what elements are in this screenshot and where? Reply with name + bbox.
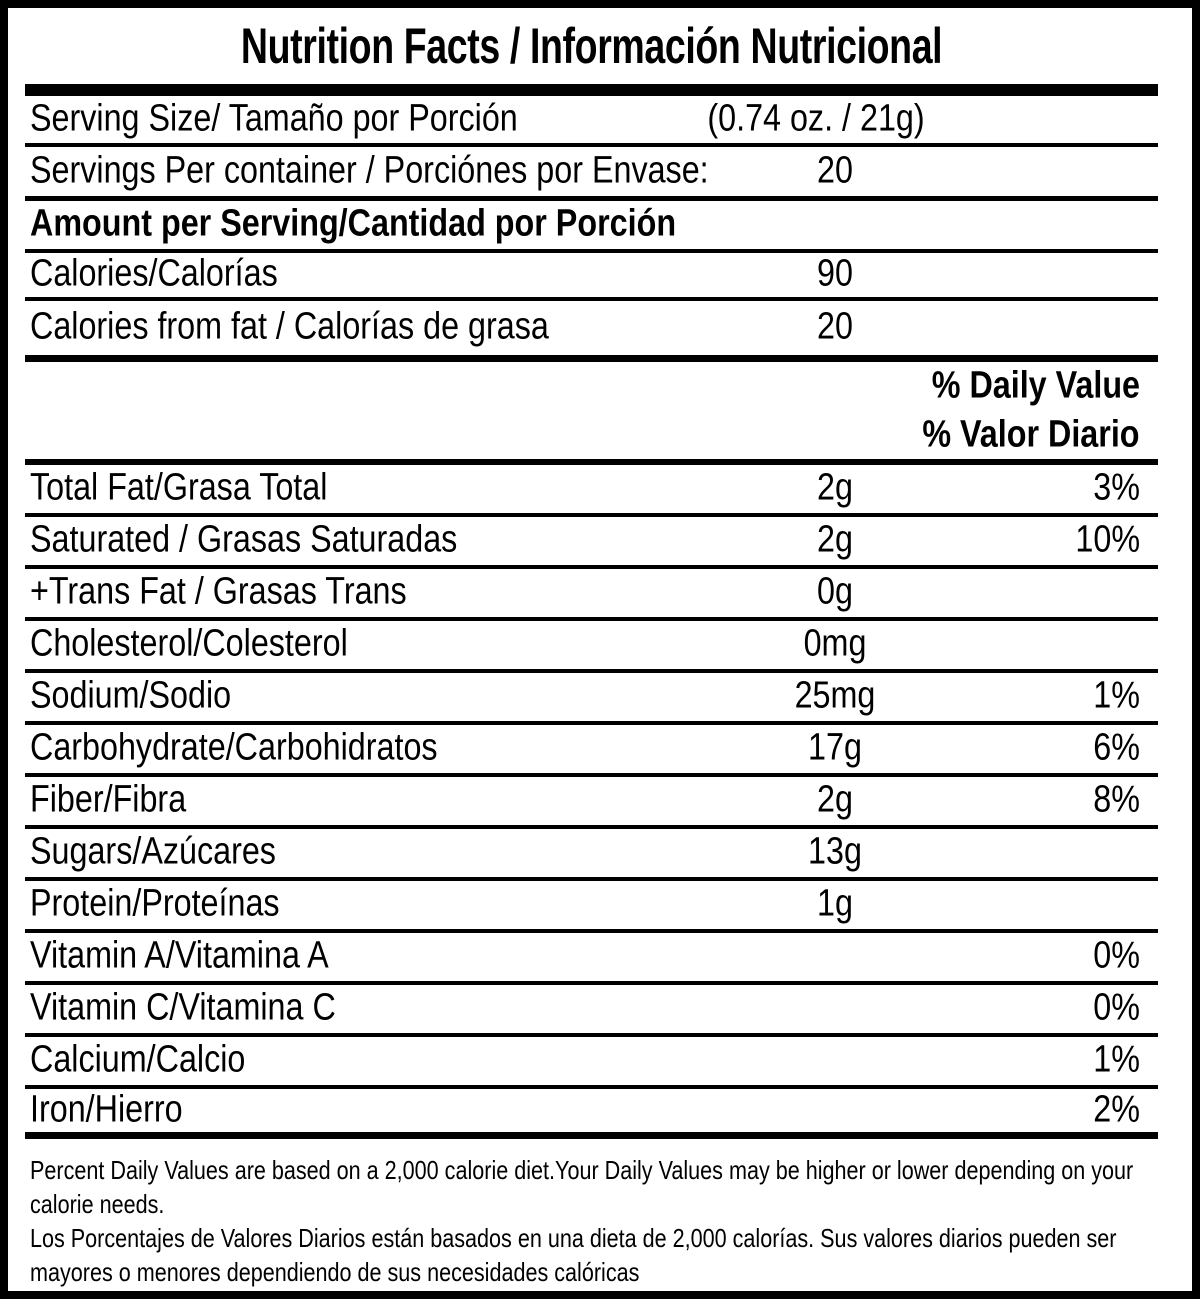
servings-per-container-value: 20 bbox=[817, 149, 853, 192]
row-saturated-fat: Saturated / Grasas Saturadas 2g 10% bbox=[25, 517, 1158, 569]
footnote-en-line2: calorie needs. bbox=[30, 1189, 165, 1219]
nutrient-amount: 2g bbox=[817, 466, 853, 509]
calories-from-fat-label: Calories from fat / Calorías de grasa bbox=[30, 305, 549, 348]
row-vitamin-c: Vitamin C/Vitamina C 0% bbox=[25, 985, 1158, 1037]
nutrient-label: +Trans Fat / Grasas Trans bbox=[30, 570, 407, 613]
nutrient-percent: 3% bbox=[1093, 466, 1140, 509]
label-title: Nutrition Facts / Información Nutriciona… bbox=[240, 18, 943, 74]
daily-value-heading-en: % Daily Value bbox=[931, 364, 1140, 407]
nutrient-percent: 1% bbox=[1093, 1038, 1140, 1081]
calories-from-fat-value: 20 bbox=[817, 305, 853, 348]
nutrient-amount: 2g bbox=[817, 778, 853, 821]
nutrient-percent: 1% bbox=[1093, 674, 1140, 717]
row-daily-value-heading-en: % Daily Value bbox=[25, 362, 1158, 412]
calories-label: Calories/Calorías bbox=[30, 252, 278, 295]
label-header: Nutrition Facts / Información Nutriciona… bbox=[25, 8, 1158, 84]
row-sugars: Sugars/Azúcares 13g bbox=[25, 829, 1158, 881]
nutrient-label: Protein/Proteínas bbox=[30, 882, 280, 925]
nutrient-label: Total Fat/Grasa Total bbox=[30, 466, 328, 509]
amount-per-serving-heading: Amount per Serving/Cantidad por Porción bbox=[30, 202, 677, 245]
row-sodium: Sodium/Sodio 25mg 1% bbox=[25, 673, 1158, 725]
nutrient-percent: 10% bbox=[1075, 518, 1140, 561]
servings-per-container-label: Servings Per container / Porciónes por E… bbox=[30, 149, 709, 192]
row-daily-value-heading-es: % Valor Diario bbox=[25, 412, 1158, 465]
row-carbohydrate: Carbohydrate/Carbohidratos 17g 6% bbox=[25, 725, 1158, 777]
row-iron: Iron/Hierro 2% bbox=[25, 1088, 1158, 1139]
nutrient-amount: 2g bbox=[817, 518, 853, 561]
nutrient-percent: 8% bbox=[1093, 778, 1140, 821]
serving-size-label: Serving Size/ Tamaño por Porción bbox=[30, 97, 518, 140]
nutrient-amount: 25mg bbox=[794, 674, 876, 717]
row-total-fat: Total Fat/Grasa Total 2g 3% bbox=[25, 465, 1158, 517]
label-content: Nutrition Facts / Información Nutriciona… bbox=[25, 8, 1158, 1289]
nutrient-label: Iron/Hierro bbox=[30, 1088, 183, 1131]
nutrient-label: Saturated / Grasas Saturadas bbox=[30, 518, 458, 561]
row-servings-per-container: Servings Per container / Porciónes por E… bbox=[25, 147, 1158, 201]
row-amount-per-serving: Amount per Serving/Cantidad por Porción bbox=[25, 201, 1158, 253]
row-fiber: Fiber/Fibra 2g 8% bbox=[25, 777, 1158, 829]
row-calories-from-fat: Calories from fat / Calorías de grasa 20 bbox=[25, 301, 1158, 362]
row-calories: Calories/Calorías 90 bbox=[25, 253, 1158, 301]
nutrient-label: Sugars/Azúcares bbox=[30, 830, 276, 873]
nutrient-label: Fiber/Fibra bbox=[30, 778, 187, 821]
row-cholesterol: Cholesterol/Colesterol 0mg bbox=[25, 621, 1158, 673]
row-serving-size: Serving Size/ Tamaño por Porción (0.74 o… bbox=[25, 96, 1158, 147]
nutrient-label: Vitamin C/Vitamina C bbox=[30, 986, 336, 1029]
nutrient-percent: 0% bbox=[1093, 986, 1140, 1029]
row-vitamin-a: Vitamin A/Vitamina A 0% bbox=[25, 933, 1158, 985]
daily-value-heading-es: % Valor Diario bbox=[922, 413, 1140, 456]
row-trans-fat: +Trans Fat / Grasas Trans 0g bbox=[25, 569, 1158, 621]
row-calcium: Calcium/Calcio 1% bbox=[25, 1037, 1158, 1089]
daily-value-footnote: Percent Daily Values are based on a 2,00… bbox=[25, 1139, 1158, 1289]
nutrient-amount: 17g bbox=[808, 726, 862, 769]
nutrient-label: Vitamin A/Vitamina A bbox=[30, 934, 329, 977]
footnote-en-line1: Percent Daily Values are based on a 2,00… bbox=[30, 1155, 1134, 1185]
nutrient-percent: 6% bbox=[1093, 726, 1140, 769]
nutrient-label: Cholesterol/Colesterol bbox=[30, 622, 348, 665]
nutrient-amount: 1g bbox=[817, 882, 853, 925]
serving-size-value: (0.74 oz. / 21g) bbox=[707, 97, 925, 140]
footnote-es-line1: Los Porcentajes de Valores Diarios están… bbox=[30, 1223, 1117, 1253]
row-protein: Protein/Proteínas 1g bbox=[25, 881, 1158, 933]
nutrient-label: Calcium/Calcio bbox=[30, 1038, 246, 1081]
nutrient-amount: 0g bbox=[817, 570, 853, 613]
nutrient-amount: 0mg bbox=[803, 622, 867, 665]
nutrient-label: Sodium/Sodio bbox=[30, 674, 232, 717]
nutrient-percent: 2% bbox=[1093, 1088, 1140, 1131]
nutrient-amount: 13g bbox=[808, 830, 862, 873]
nutrient-percent: 0% bbox=[1093, 934, 1140, 977]
footnote-es-line2: mayores o menores dependiendo de sus nec… bbox=[30, 1257, 640, 1287]
header-divider-bar bbox=[25, 84, 1158, 96]
calories-value: 90 bbox=[817, 252, 853, 295]
nutrient-label: Carbohydrate/Carbohidratos bbox=[30, 726, 438, 769]
